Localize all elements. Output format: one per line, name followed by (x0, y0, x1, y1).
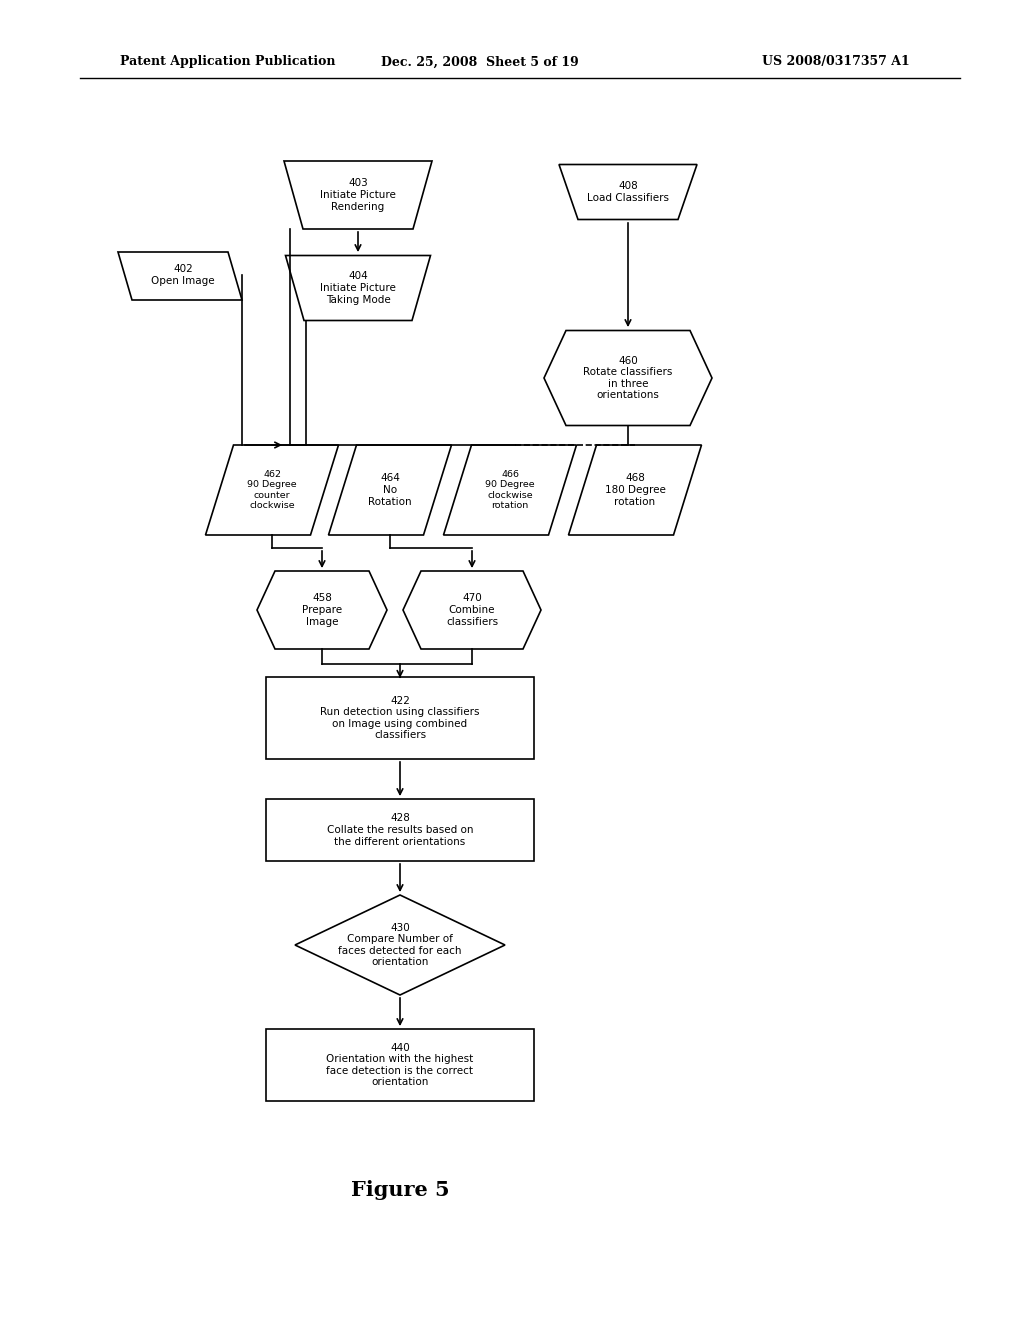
Text: 422
Run detection using classifiers
on Image using combined
classifiers: 422 Run detection using classifiers on I… (321, 696, 480, 741)
Text: 462
90 Degree
counter
clockwise: 462 90 Degree counter clockwise (247, 470, 297, 510)
Text: US 2008/0317357 A1: US 2008/0317357 A1 (762, 55, 910, 69)
Polygon shape (544, 330, 712, 425)
Polygon shape (286, 256, 430, 321)
Text: Dec. 25, 2008  Sheet 5 of 19: Dec. 25, 2008 Sheet 5 of 19 (381, 55, 579, 69)
Text: 466
90 Degree
clockwise
rotation: 466 90 Degree clockwise rotation (485, 470, 535, 510)
Text: Figure 5: Figure 5 (350, 1180, 450, 1200)
Polygon shape (329, 445, 452, 535)
Text: 470
Combine
classifiers: 470 Combine classifiers (445, 594, 498, 627)
FancyBboxPatch shape (266, 1030, 534, 1101)
Polygon shape (568, 445, 701, 535)
Text: 402
Open Image: 402 Open Image (152, 264, 215, 286)
Text: 428
Collate the results based on
the different orientations: 428 Collate the results based on the dif… (327, 813, 473, 846)
FancyBboxPatch shape (266, 799, 534, 861)
Text: 440
Orientation with the highest
face detection is the correct
orientation: 440 Orientation with the highest face de… (327, 1043, 474, 1088)
Text: 458
Prepare
Image: 458 Prepare Image (302, 594, 342, 627)
Text: 460
Rotate classifiers
in three
orientations: 460 Rotate classifiers in three orientat… (584, 355, 673, 400)
Polygon shape (559, 165, 697, 219)
Text: 408
Load Classifiers: 408 Load Classifiers (587, 181, 669, 203)
Polygon shape (284, 161, 432, 228)
Text: 468
180 Degree
rotation: 468 180 Degree rotation (604, 474, 666, 507)
Text: Patent Application Publication: Patent Application Publication (120, 55, 336, 69)
Polygon shape (257, 572, 387, 649)
Polygon shape (295, 895, 505, 995)
Polygon shape (443, 445, 577, 535)
Text: 404
Initiate Picture
Taking Mode: 404 Initiate Picture Taking Mode (321, 272, 396, 305)
Text: 464
No
Rotation: 464 No Rotation (369, 474, 412, 507)
Polygon shape (403, 572, 541, 649)
Polygon shape (206, 445, 339, 535)
Polygon shape (118, 252, 242, 300)
Text: 403
Initiate Picture
Rendering: 403 Initiate Picture Rendering (321, 178, 396, 211)
Text: 430
Compare Number of
faces detected for each
orientation: 430 Compare Number of faces detected for… (338, 923, 462, 968)
FancyBboxPatch shape (266, 677, 534, 759)
